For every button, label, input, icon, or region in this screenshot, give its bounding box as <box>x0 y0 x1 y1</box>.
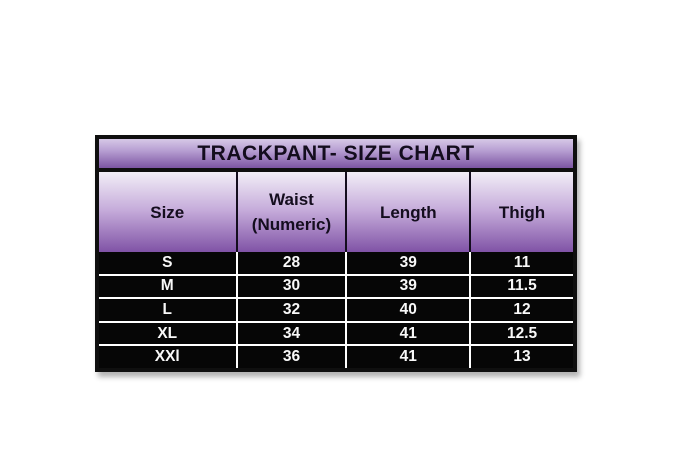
column-header-thigh: Thigh <box>469 172 573 252</box>
table-row-l: L 32 40 12 <box>99 297 573 321</box>
table-row-s: S 28 39 11 <box>99 252 573 274</box>
table-row-m: M 30 39 11.5 <box>99 273 573 298</box>
cell-length: 40 <box>345 299 469 321</box>
cell-waist: 36 <box>235 346 346 368</box>
table-body: S 28 39 11 M 30 39 11.5 L 32 40 12 XL 34… <box>99 252 573 368</box>
table-row-xl: XL 34 41 12.5 <box>99 320 573 345</box>
table-header-row: Size Waist (Numeric) Length Thigh <box>99 172 573 252</box>
column-header-waist: Waist (Numeric) <box>235 172 346 252</box>
size-chart-table: TRACKPANT- SIZE CHART Size Waist (Numeri… <box>95 135 577 372</box>
cell-thigh: 12 <box>469 299 573 321</box>
table-row-xxl: XXl 36 41 13 <box>99 344 573 368</box>
cell-size: S <box>162 253 173 271</box>
cell-length: 39 <box>345 275 469 298</box>
cell-length: 41 <box>345 346 469 368</box>
table-title: TRACKPANT- SIZE CHART <box>197 141 475 165</box>
cell-waist: 34 <box>235 322 346 345</box>
cell-thigh: 11.5 <box>469 275 573 298</box>
cell-thigh: 11 <box>469 252 573 274</box>
cell-size: XL <box>157 324 178 342</box>
cell-thigh: 13 <box>469 346 573 368</box>
cell-length: 39 <box>345 252 469 274</box>
cell-size: M <box>160 277 174 295</box>
cell-size: XXl <box>154 348 180 366</box>
cell-waist: 32 <box>235 299 346 321</box>
cell-waist: 30 <box>235 275 346 298</box>
cell-thigh: 12.5 <box>469 322 573 345</box>
cell-length: 41 <box>345 322 469 345</box>
table-title-bar: TRACKPANT- SIZE CHART <box>99 139 573 172</box>
column-header-size: Size <box>150 202 185 222</box>
cell-size: L <box>162 300 172 318</box>
column-header-length: Length <box>345 172 469 252</box>
cell-waist: 28 <box>235 252 346 274</box>
